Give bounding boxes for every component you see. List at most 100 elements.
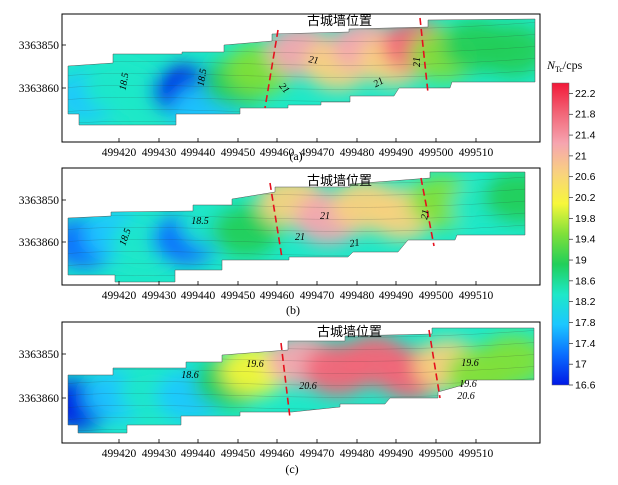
contour-labels: 18.619.620.619.619.620.6 [181,358,479,402]
colorbar-tick-label: 20.2 [575,192,596,204]
contour-line [68,81,535,90]
survey-outline [67,171,526,283]
contour-line [68,211,525,220]
x-tick-label: 499440 [181,290,216,302]
panel-caption: (c) [285,462,298,476]
y-ticks: 3363850 3363860 [19,349,66,405]
colorbar-tick-label: 21.8 [575,109,596,121]
contour-label: 19.6 [246,359,264,370]
heat-surface [67,18,536,126]
x-tick-label: 499430 [142,147,177,159]
wall-line [280,342,291,419]
x-tick-label: 499510 [459,147,494,159]
colorbar-tick-label: 19 [575,255,587,267]
contour-label: 18.6 [181,370,199,381]
contour-label: 21 [308,54,320,67]
colorbar-tick-label: 22.2 [575,88,596,100]
x-tick-label: 499470 [300,290,335,302]
x-tick-label: 499430 [142,290,177,302]
contour-label: 18.5 [196,68,210,87]
x-ticks: 499420 499430 499440 499450 499460 499470 4994… [102,439,494,460]
colorbar-tick-label: 18.2 [575,296,596,308]
x-tick-label: 499480 [340,290,375,302]
y-tick-label: 3363850 [19,40,60,52]
field-cell [211,204,280,257]
x-tick-label: 499500 [419,448,454,460]
contour-label: 21 [419,209,432,221]
x-tick-label: 499450 [221,147,256,159]
colorbar-title: NTc/cps [546,58,583,74]
contour-label: 18.5 [118,72,132,91]
contour-label: 19.6 [459,379,477,390]
wall-annotation: 古城墙位置 [317,325,382,340]
contour-label: 18.5 [191,216,209,227]
colorbar-tick-label: 17 [575,359,587,371]
contour-label: 21 [372,76,386,91]
colorbar: NTc/cps 22.2 21.8 21.4 21 20.6 20.2 19.8 19.4 19… [546,58,596,392]
x-tick-label: 499460 [260,147,295,159]
contour-label: 19.6 [461,358,479,369]
x-tick-label: 499480 [340,448,375,460]
x-tick-label: 499490 [379,147,414,159]
x-tick-label: 499440 [181,147,216,159]
x-tick-label: 499420 [102,448,137,460]
x-tick-label: 499460 [260,448,295,460]
x-tick-label: 499490 [379,448,414,460]
wall-line [269,182,283,259]
y-tick-label: 3363860 [19,83,60,95]
wall-lines [269,177,435,259]
y-ticks: 3363850 3363860 [19,40,66,95]
x-tick-label: 499480 [340,147,375,159]
wall-lines [264,17,429,109]
y-tick-label: 3363860 [19,393,60,405]
panel-caption: (a) [289,149,302,163]
x-ticks: 499420 499430 499440 499450 499460 499470 4994… [102,281,494,302]
contour-label: 21 [320,211,330,222]
wall-line [419,17,429,94]
contour-label: 21 [412,57,423,67]
survey-outline [67,18,536,126]
field-cell [478,334,534,387]
contour-label: 21 [295,232,305,243]
y-ticks: 3363850 3363860 [19,195,66,249]
survey-outline [67,327,535,434]
x-tick-label: 499470 [300,448,335,460]
wall-annotation: 古城墙位置 [307,14,372,29]
x-tick-label: 499420 [102,147,137,159]
colorbar-ticks: 22.2 21.8 21.4 21 20.6 20.2 19.8 19.4 19 18.6 18.2… [569,88,596,392]
y-tick-label: 3363860 [19,237,60,249]
x-tick-label: 499470 [300,147,335,159]
wall-line [428,329,441,399]
x-tick-label: 499500 [419,147,454,159]
x-tick-label: 499450 [221,290,256,302]
colorbar-tick-label: 17.8 [575,317,596,329]
colorbar-gradient [551,82,570,386]
wall-line [420,177,435,247]
panel-caption: (b) [286,303,300,317]
wall-annotation: 古城墙位置 [307,174,372,189]
x-tick-label: 499460 [260,290,295,302]
x-tick-label: 499510 [459,290,494,302]
colorbar-tick-label: 21 [575,150,587,162]
x-tick-label: 499420 [102,290,137,302]
x-tick-label: 499500 [419,290,454,302]
y-tick-label: 3363850 [19,349,60,361]
contour-label: 20.6 [299,381,317,392]
colorbar-tick-label: 18.6 [575,275,596,287]
field-cell [483,172,525,224]
colorbar-tick-label: 19.4 [575,234,596,246]
colorbar-tick-label: 16.6 [575,380,596,392]
colorbar-title-unit: /cps [563,58,583,72]
x-ticks: 499420 499430 499440 499450 499460 499470 4994… [102,138,494,159]
wall-line [264,29,279,109]
contour-line [68,69,535,78]
colorbar-tick-label: 19.8 [575,213,596,225]
x-tick-label: 499450 [221,448,256,460]
panel-c: 古城墙位置 499420 499430 499440 499450 499460 4994… [19,321,541,476]
contour-label: 21 [349,237,361,250]
colorbar-title-main: N [546,58,556,72]
contour-line [68,223,525,232]
contour-label: 20.6 [457,391,475,402]
